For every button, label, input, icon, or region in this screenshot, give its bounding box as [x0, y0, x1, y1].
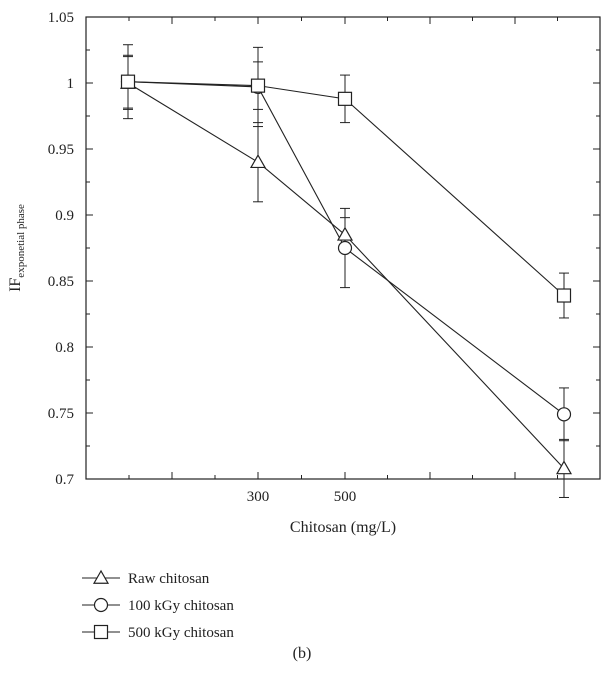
- series-line: [127, 81, 565, 296]
- y-tick-label: 0.95: [48, 142, 74, 158]
- y-axis-title-main: IF: [7, 278, 24, 292]
- x-tick-label: 500: [334, 489, 357, 505]
- legend-item: 500 kGy chitosan: [82, 624, 234, 641]
- legend: Raw chitosan 100 kGy chitosan 500 kGy chit…: [82, 569, 234, 641]
- data-point-triangle: [555, 460, 573, 475]
- data-point-square: [337, 91, 353, 106]
- x-tick-label: 300: [247, 489, 270, 505]
- svg-text:IFexponetial phase: IFexponetial phase: [7, 204, 27, 292]
- y-tick-label: 1.05: [48, 10, 74, 26]
- data-point-triangle: [336, 226, 354, 241]
- legend-marker-triangle: [92, 569, 110, 584]
- y-tick-label: 0.75: [48, 406, 74, 422]
- y-axis-title-subscript: exponetial phase: [15, 204, 27, 278]
- y-axis: 0.7 0.75 0.8 0.85 0.9 0.95 1 1.05: [48, 10, 600, 488]
- markers-100kgy-chitosan: [120, 74, 572, 422]
- data-point-square: [556, 288, 572, 303]
- legend-marker-square: [93, 624, 109, 640]
- legend-item: 100 kGy chitosan: [82, 597, 234, 614]
- legend-label: Raw chitosan: [128, 571, 210, 587]
- y-tick-label: 0.85: [48, 274, 74, 290]
- legend-marker-circle: [93, 597, 109, 613]
- y-tick-label: 0.8: [55, 340, 74, 356]
- x-axis: 300 500: [85, 17, 601, 505]
- series-line: [127, 82, 565, 469]
- legend-label: 100 kGy chitosan: [128, 598, 234, 614]
- data-point-circle: [556, 407, 572, 422]
- data-point-square: [250, 78, 266, 93]
- series-line: [127, 81, 565, 415]
- legend-label: 500 kGy chitosan: [128, 625, 234, 641]
- y-tick-label: 0.7: [55, 472, 74, 488]
- series-layer: [119, 44, 573, 498]
- y-tick-label: 0.9: [55, 208, 74, 224]
- x-axis-title: Chitosan (mg/L): [290, 519, 396, 536]
- markers-raw-chitosan: [119, 74, 573, 475]
- series-500kgy-chitosan: [123, 44, 569, 319]
- data-point-square: [120, 74, 136, 89]
- panel-label: (b): [293, 645, 312, 662]
- legend-item: Raw chitosan: [82, 569, 210, 587]
- markers-500kgy-chitosan: [120, 74, 572, 303]
- data-point-triangle: [249, 153, 267, 169]
- data-point-circle: [337, 240, 353, 256]
- y-tick-label: 1: [67, 76, 75, 92]
- y-axis-title: IFexponetial phase: [7, 204, 27, 292]
